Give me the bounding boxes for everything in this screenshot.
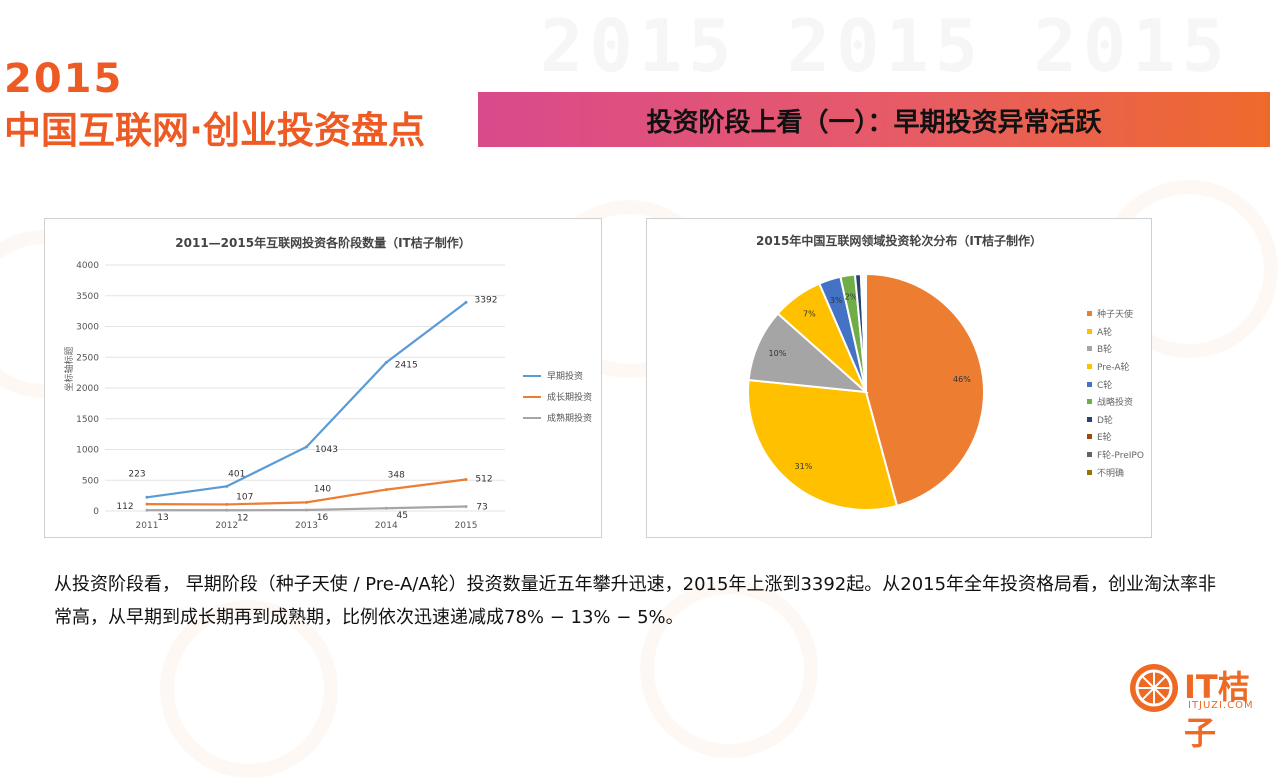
data-point bbox=[225, 484, 229, 488]
x-tick-label: 2013 bbox=[295, 521, 318, 531]
series-line-growth bbox=[146, 478, 467, 506]
pie-legend-item: 不明确 bbox=[1087, 463, 1144, 481]
line-chart-panel: 2011—2015年互联网投资各阶段数量（IT桔子制作） 坐标轴标题 0 500 1… bbox=[44, 218, 602, 538]
data-label: 1043 bbox=[315, 445, 338, 455]
y-tick-label: 3000 bbox=[76, 323, 99, 333]
data-label: 223 bbox=[128, 469, 145, 479]
pie-slice-label: 10% bbox=[769, 349, 787, 358]
section-banner: 投资阶段上看（一）：早期投资异常活跃 bbox=[478, 92, 1270, 147]
pie-slice-label: 46% bbox=[953, 375, 971, 384]
banner-title: 投资阶段上看（一）：早期投资异常活跃 bbox=[646, 108, 1102, 138]
data-point bbox=[145, 502, 149, 506]
data-point bbox=[305, 508, 308, 512]
orange-logo-icon bbox=[1130, 664, 1178, 712]
y-tick-label: 2500 bbox=[76, 353, 99, 363]
series-line-early bbox=[146, 301, 467, 499]
data-label: 112 bbox=[116, 502, 133, 512]
pie-chart-title: 2015年中国互联网领域投资轮次分布（IT桔子制作） bbox=[755, 234, 1043, 248]
pie-chart-legend: 种子天使 A轮 B轮 Pre-A轮 C轮 战略投资 D轮 E轮 F轮-PreIP… bbox=[1087, 305, 1144, 481]
x-tick-label: 2011 bbox=[136, 521, 159, 531]
data-label: 13 bbox=[157, 513, 168, 523]
pie-slice bbox=[863, 272, 867, 393]
data-label: 348 bbox=[388, 471, 405, 481]
pie-slice bbox=[747, 378, 899, 511]
data-point bbox=[464, 300, 468, 304]
data-point bbox=[225, 508, 229, 512]
y-tick-label: 0 bbox=[93, 507, 99, 517]
pie-legend-item: Pre-A轮 bbox=[1087, 358, 1144, 376]
data-label: 140 bbox=[314, 484, 331, 494]
data-label: 12 bbox=[237, 513, 248, 523]
x-tick-label: 2015 bbox=[455, 521, 478, 531]
data-label: 107 bbox=[236, 492, 253, 502]
data-point bbox=[384, 506, 388, 510]
data-point bbox=[384, 488, 388, 492]
y-tick-label: 500 bbox=[82, 476, 99, 486]
line-chart-legend: 早期投资 成长期投资 成熟期投资 bbox=[523, 365, 592, 428]
pie-legend-item: A轮 bbox=[1087, 323, 1144, 341]
data-point bbox=[145, 508, 149, 512]
legend-item-early: 早期投资 bbox=[523, 365, 592, 386]
data-point bbox=[145, 495, 149, 499]
legend-item-mature: 成熟期投资 bbox=[523, 407, 592, 428]
data-label: 16 bbox=[317, 513, 329, 523]
pie-legend-item: 战略投资 bbox=[1087, 393, 1144, 411]
y-tick-label: 1500 bbox=[76, 415, 99, 425]
x-tick-label: 2012 bbox=[215, 521, 238, 531]
pie-slice bbox=[747, 312, 869, 394]
itjuzi-logo: IT桔子 ITJUZI.COM bbox=[1130, 662, 1274, 752]
brand-title: 中国互联网·创业投资盘点 bbox=[4, 109, 426, 152]
pie-legend-item: E轮 bbox=[1087, 428, 1144, 446]
line-chart: 坐标轴标题 0 500 1000 1500 2000 2500 3000 3500 4000 20… bbox=[63, 261, 505, 531]
legend-item-growth: 成长期投资 bbox=[523, 386, 592, 407]
data-label: 401 bbox=[228, 469, 245, 479]
data-label: 512 bbox=[475, 475, 492, 485]
pie-slice-label: 2% bbox=[845, 292, 858, 301]
y-tick-label: 2000 bbox=[76, 384, 99, 394]
pie-chart-panel: 2015年中国互联网领域投资轮次分布（IT桔子制作） 46% 31% 10% 7% 3%… bbox=[646, 218, 1152, 538]
data-point bbox=[464, 478, 468, 482]
x-tick-label: 2014 bbox=[375, 521, 398, 531]
data-point bbox=[464, 505, 468, 509]
pie-legend-item: F轮-PreIPO bbox=[1087, 446, 1144, 464]
pie-legend-item: D轮 bbox=[1087, 411, 1144, 429]
year-watermark: 2015 2015 2015 bbox=[540, 4, 1231, 88]
pie-chart: 46% 31% 10% 7% 3% 2% bbox=[747, 272, 985, 511]
pie-slice-label: 31% bbox=[795, 462, 813, 471]
data-point bbox=[384, 360, 388, 364]
data-label: 45 bbox=[397, 511, 408, 521]
pie-slice-label: 7% bbox=[803, 310, 816, 319]
y-axis-title: 坐标轴标题 bbox=[63, 346, 75, 391]
data-label: 73 bbox=[476, 503, 487, 513]
data-label: 2415 bbox=[395, 360, 418, 370]
data-label: 3392 bbox=[475, 295, 498, 305]
summary-paragraph: 从投资阶段看， 早期阶段（种子天使 / Pre-A/A轮）投资数量近五年攀升迅速… bbox=[54, 574, 1217, 628]
y-tick-label: 4000 bbox=[76, 261, 99, 271]
pie-slice-label: 3% bbox=[830, 296, 843, 305]
y-tick-label: 1000 bbox=[76, 446, 99, 456]
brand-year: 2015 bbox=[4, 56, 124, 102]
pie-slice bbox=[865, 272, 985, 508]
logo-url: ITJUZI.COM bbox=[1188, 700, 1254, 711]
data-point bbox=[225, 502, 229, 506]
line-chart-title: 2011—2015年互联网投资各阶段数量（IT桔子制作） bbox=[175, 236, 471, 250]
data-point bbox=[305, 445, 308, 449]
pie-legend-item: C轮 bbox=[1087, 375, 1144, 393]
pie-legend-item: B轮 bbox=[1087, 340, 1144, 358]
pie-legend-item: 种子天使 bbox=[1087, 305, 1144, 323]
y-tick-label: 3500 bbox=[76, 292, 99, 302]
data-point bbox=[305, 500, 308, 504]
